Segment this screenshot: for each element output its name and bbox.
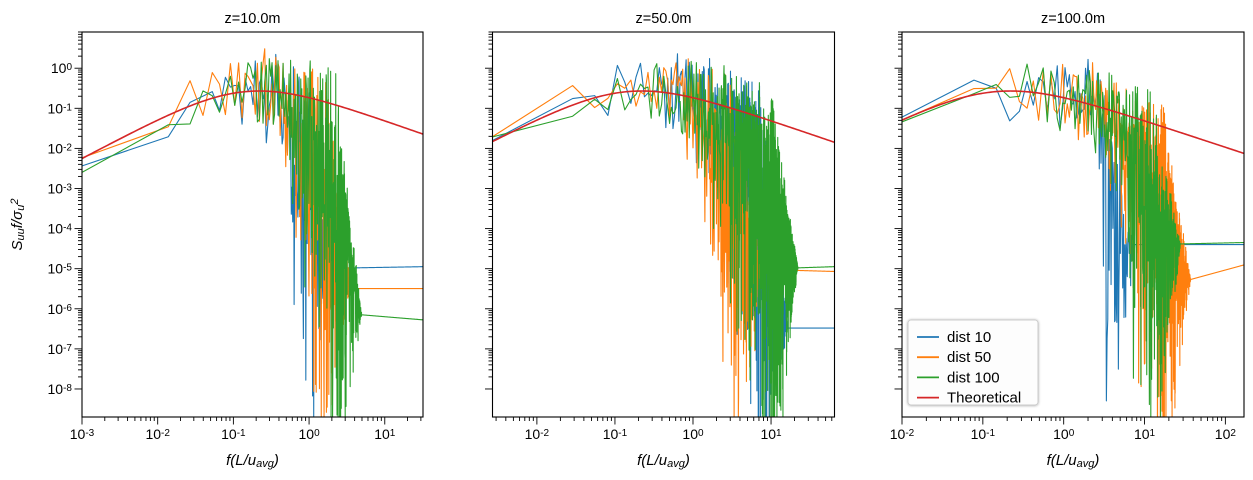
svg-text:10-3: 10-3 bbox=[70, 426, 95, 442]
svg-text:10-2: 10-2 bbox=[48, 140, 73, 156]
svg-text:10-1: 10-1 bbox=[48, 100, 73, 116]
svg-text:10-2: 10-2 bbox=[145, 426, 170, 442]
svg-text:10-1: 10-1 bbox=[221, 426, 246, 442]
svg-text:f(L/uavg): f(L/uavg) bbox=[226, 452, 279, 470]
svg-text:101: 101 bbox=[760, 426, 782, 442]
svg-text:10-2: 10-2 bbox=[890, 426, 915, 442]
svg-text:dist 10: dist 10 bbox=[947, 329, 991, 346]
svg-text:101: 101 bbox=[374, 426, 396, 442]
svg-text:Suuf/σu2: Suuf/σu2 bbox=[9, 199, 27, 251]
svg-text:10-8: 10-8 bbox=[48, 381, 73, 397]
svg-text:z=50.0m: z=50.0m bbox=[635, 11, 691, 27]
svg-text:100: 100 bbox=[51, 60, 73, 76]
svg-text:f(L/uavg): f(L/uavg) bbox=[637, 452, 690, 470]
svg-text:z=10.0m: z=10.0m bbox=[224, 11, 280, 27]
svg-text:10-5: 10-5 bbox=[48, 261, 73, 277]
svg-text:101: 101 bbox=[1134, 426, 1156, 442]
svg-text:10-1: 10-1 bbox=[603, 426, 628, 442]
svg-text:dist 50: dist 50 bbox=[947, 349, 991, 366]
svg-text:10-3: 10-3 bbox=[48, 180, 73, 196]
svg-text:100: 100 bbox=[299, 426, 321, 442]
svg-text:10-1: 10-1 bbox=[971, 426, 996, 442]
svg-text:10-6: 10-6 bbox=[48, 301, 73, 317]
svg-text:10-2: 10-2 bbox=[525, 426, 550, 442]
svg-text:100: 100 bbox=[1053, 426, 1075, 442]
svg-text:f(L/uavg): f(L/uavg) bbox=[1047, 452, 1100, 470]
svg-text:10-4: 10-4 bbox=[48, 221, 73, 237]
svg-text:102: 102 bbox=[1215, 426, 1237, 442]
svg-text:10-7: 10-7 bbox=[48, 341, 73, 357]
svg-text:Theoretical: Theoretical bbox=[947, 390, 1021, 407]
svg-text:z=100.0m: z=100.0m bbox=[1041, 11, 1105, 27]
svg-text:100: 100 bbox=[682, 426, 704, 442]
svg-text:dist 100: dist 100 bbox=[947, 369, 1000, 386]
